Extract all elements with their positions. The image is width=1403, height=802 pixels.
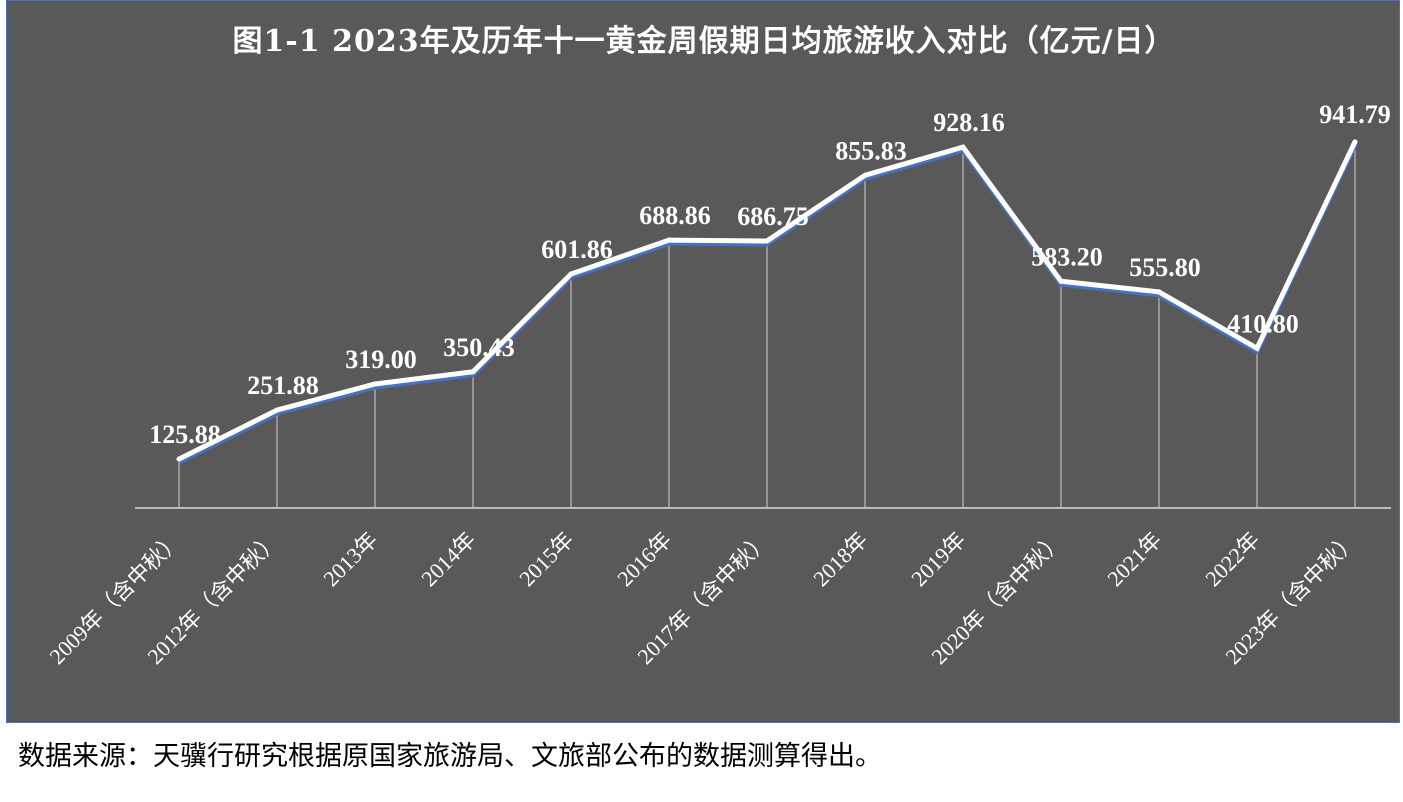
data-point xyxy=(666,237,672,243)
chart-panel: 图1-1 2023年及历年十一黄金周假期日均旅游收入对比（亿元/日） 125.8… xyxy=(6,0,1400,723)
data-point xyxy=(568,271,574,277)
data-label: 941.79 xyxy=(1319,100,1391,129)
chart-title: 图1-1 2023年及历年十一黄金周假期日均旅游收入对比（亿元/日） xyxy=(232,24,1176,59)
data-point xyxy=(470,369,476,375)
x-tick-label: 2013年 xyxy=(318,527,382,591)
data-label: 928.16 xyxy=(933,108,1005,137)
data-label: 583.20 xyxy=(1031,242,1103,271)
x-tick-label: 2019年 xyxy=(906,527,970,591)
data-label: 855.83 xyxy=(835,136,907,165)
data-point xyxy=(1352,139,1358,145)
data-point xyxy=(862,172,868,178)
x-tick-label: 2015年 xyxy=(514,527,578,591)
x-tick-label: 2016年 xyxy=(612,527,676,591)
data-label: 350.43 xyxy=(443,333,515,362)
x-tick-label: 2022年 xyxy=(1200,527,1264,591)
data-point xyxy=(176,456,182,462)
data-point xyxy=(1156,289,1162,295)
data-label: 410.80 xyxy=(1227,309,1299,338)
data-label: 601.86 xyxy=(541,235,613,264)
series-line-shadow xyxy=(177,143,1358,465)
data-point xyxy=(274,407,280,413)
data-label: 319.00 xyxy=(345,345,417,374)
data-label: 688.86 xyxy=(639,201,711,230)
data-point xyxy=(1058,278,1064,284)
data-point xyxy=(960,144,966,150)
x-tick-label: 2021年 xyxy=(1102,527,1166,591)
x-tick-label: 2018年 xyxy=(808,527,872,591)
source-note: 数据来源：天骥行研究根据原国家旅游局、文旅部公布的数据测算得出。 xyxy=(18,740,882,772)
data-point xyxy=(1254,345,1260,351)
data-point xyxy=(372,381,378,387)
data-label: 125.88 xyxy=(149,420,221,449)
data-label: 251.88 xyxy=(247,371,319,400)
x-tick-label: 2014年 xyxy=(416,527,480,591)
line-chart: 125.88 251.88 319.00 350.43 601.86 688.86 686.… xyxy=(44,100,1391,669)
data-label: 686.75 xyxy=(737,202,809,231)
data-point xyxy=(764,238,770,244)
data-label: 555.80 xyxy=(1129,253,1201,282)
